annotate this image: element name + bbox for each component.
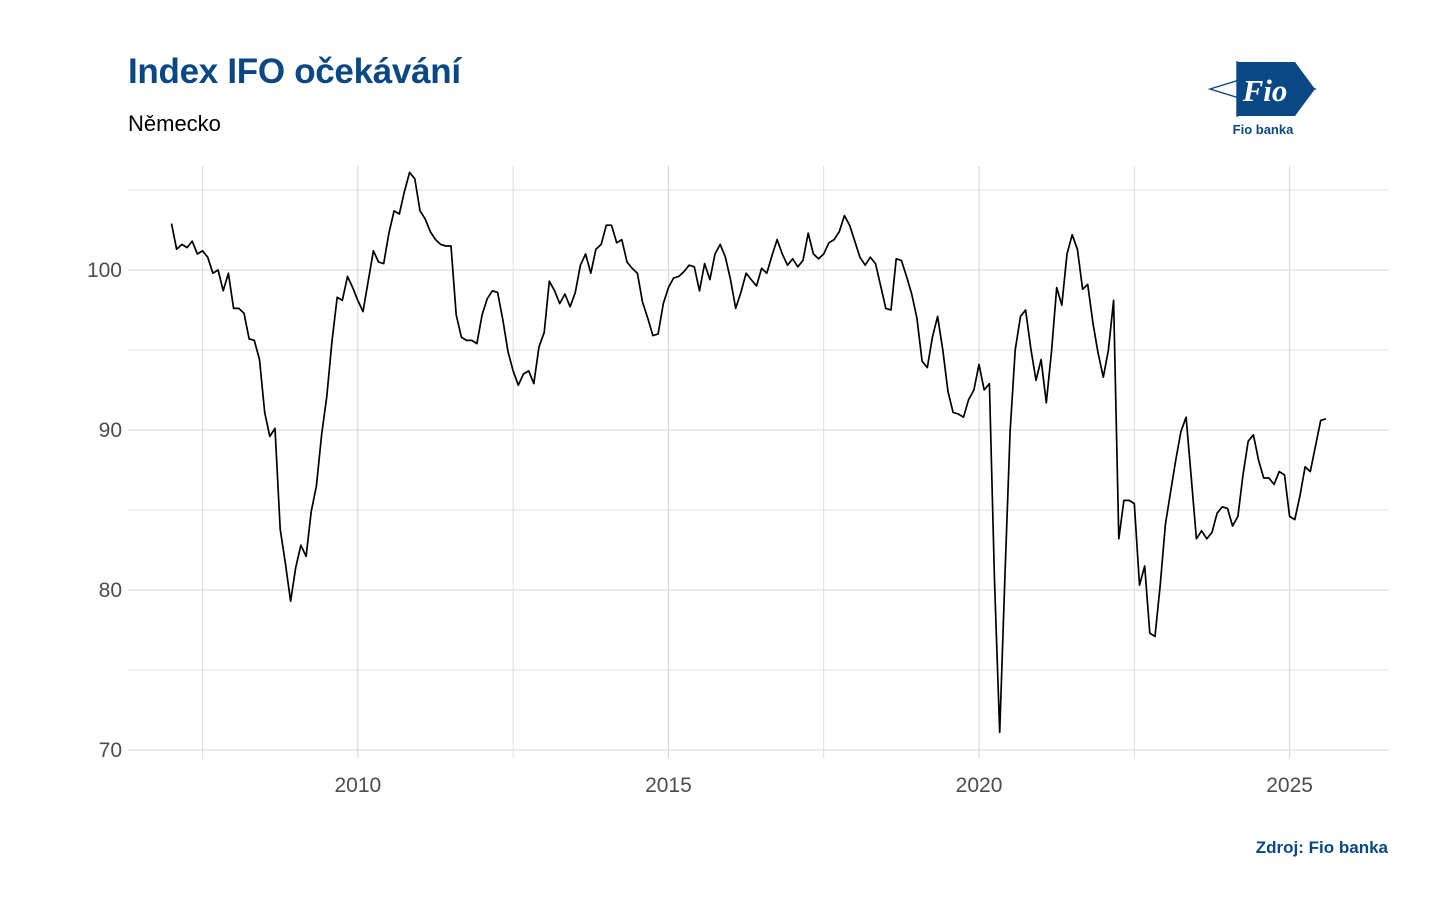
fio-logo: Fio Fio banka — [1205, 58, 1320, 140]
x-tick-label: 2020 — [956, 774, 1003, 797]
fio-logo-icon: Fio Fio banka — [1207, 61, 1318, 137]
axis-ticks: 2010 2015 2020 2025 70 80 90 100 — [87, 259, 1313, 797]
grid — [128, 166, 1389, 758]
source-note: Zdroj: Fio banka — [1255, 838, 1388, 857]
chart-subtitle: Německo — [128, 111, 221, 136]
x-tick-label: 2015 — [645, 774, 692, 797]
y-tick-label: 70 — [99, 739, 122, 762]
fio-logo-caption: Fio banka — [1233, 122, 1294, 137]
chart-title: Index IFO očekávání — [128, 52, 461, 91]
x-tick-label: 2025 — [1266, 774, 1313, 797]
y-tick-label: 100 — [87, 259, 122, 282]
y-tick-label: 90 — [99, 419, 122, 442]
y-tick-label: 80 — [99, 579, 122, 602]
fio-logo-mark: Fio — [1242, 73, 1288, 108]
x-tick-label: 2010 — [334, 774, 381, 797]
series-line — [170, 171, 1327, 734]
